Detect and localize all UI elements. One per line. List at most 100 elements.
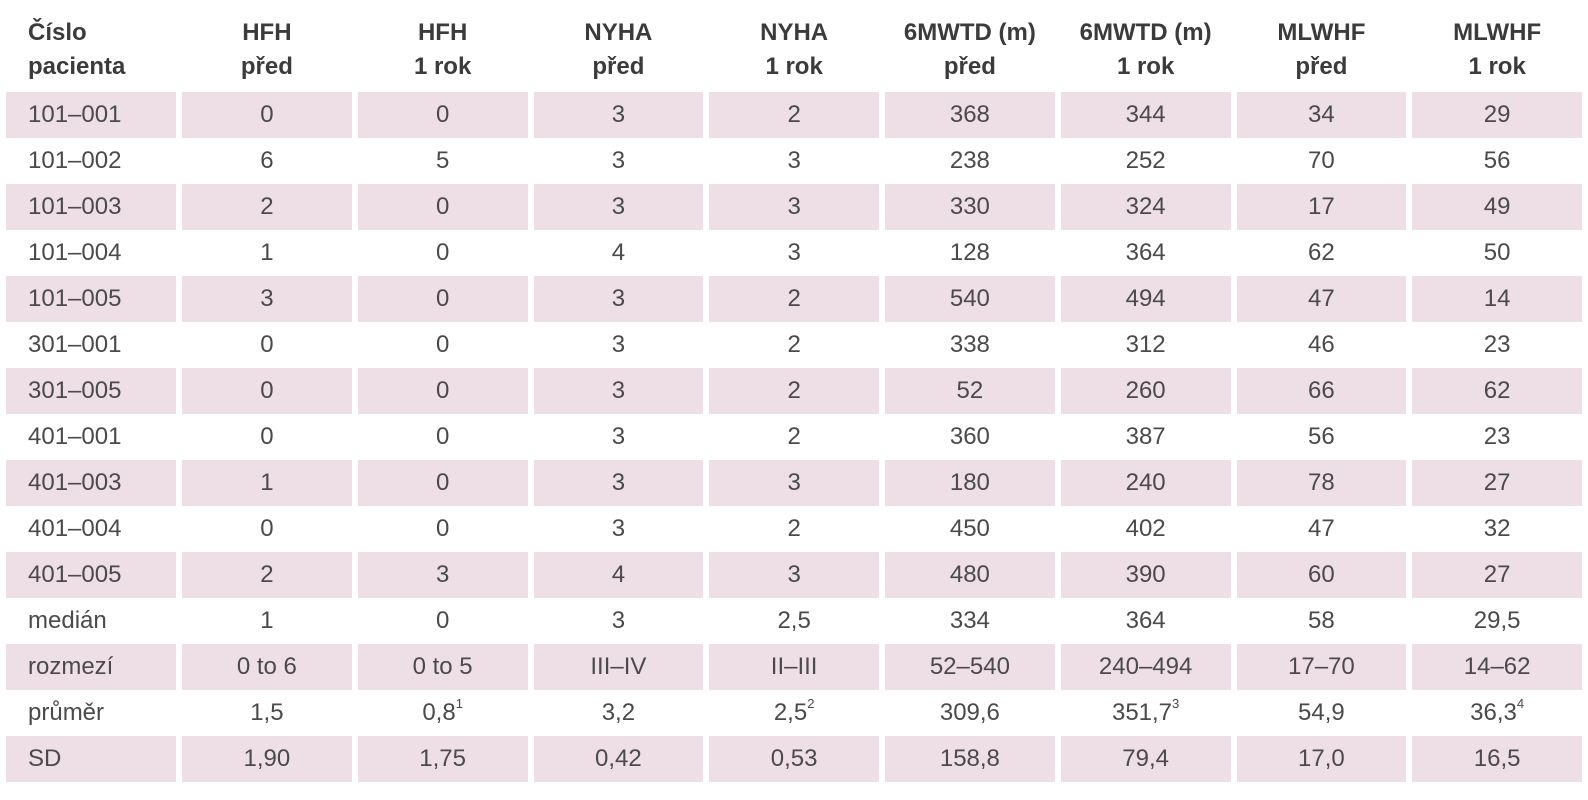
table-cell: 0 [357,230,528,276]
cell-value: 0 [435,193,450,220]
cell-value: 401–003 [28,469,122,496]
cell-value: 368 [949,101,990,128]
table-cell: III–IV [533,644,704,690]
cell-value: 450 [949,515,990,542]
table-cell: 4 [533,230,704,276]
table-cell: 70 [1236,138,1407,184]
row-label-cell: 101–005 [6,276,176,322]
table-cell: 238 [885,138,1055,184]
cell-value: průměr [28,699,105,726]
cell-value: 52–540 [929,653,1010,680]
cell-value: 62 [1308,239,1335,266]
table-cell: 3 [533,276,704,322]
table-cell: 3 [357,552,528,598]
table-cell: 1 [182,598,352,644]
row-label-cell: 401–001 [6,414,176,460]
cell-value: 0 [260,423,274,450]
table-cell: 56 [1412,138,1582,184]
header-mlwhf-before: MLWHF před [1236,0,1407,92]
table-cell: 2 [709,506,879,552]
header-line-1: 6MWTD (m) [1079,19,1212,46]
table-cell: 344 [1060,92,1231,138]
table-cell: 3,2 [533,690,704,736]
header-line-2: 1 rok [413,53,472,80]
cell-value: 351,7 [1111,699,1173,726]
table-row: 101–003 2 0 3 3 330 324 17 49 [6,184,1582,230]
table-row: rozmezí 0 to 6 0 to 5 III–IV II–III 52–540 240… [6,644,1582,690]
table-cell: 62 [1412,368,1582,414]
table-cell: 3 [533,184,704,230]
table-cell: 2 [182,552,352,598]
table-cell: 2,52 [709,690,879,736]
cell-value: 1 [260,469,274,496]
cell-value: 128 [949,239,990,266]
cell-value: rozmezí [28,653,114,680]
table-cell: 360 [885,414,1055,460]
cell-value: 0,8 [422,699,456,726]
cell-value: 3 [611,147,626,174]
cell-value: 0 [435,469,450,496]
row-label-cell: SD [6,736,176,782]
table-cell: 0 [182,506,352,552]
cell-value: medián [28,607,107,634]
cell-value: 0 [260,515,274,542]
cell-value: 1 [260,239,274,266]
table-cell: 3 [709,184,879,230]
cell-value: 3 [787,561,801,588]
table-cell: 3 [533,506,704,552]
table-row: 301–005 0 0 3 2 52 260 66 62 [6,368,1582,414]
cell-value: 2,5 [777,607,811,634]
row-label-cell: medián [6,598,176,644]
header-line-2: 1 rok [765,53,823,80]
table-row: SD 1,90 1,75 0,42 0,53 158,8 79,4 17,0 16,5 [6,736,1582,782]
cell-value: 2 [787,101,801,128]
row-label-cell: 101–002 [6,138,176,184]
cell-value: 240 [1125,469,1166,496]
table-cell: 3 [533,138,704,184]
cell-value: 3 [611,423,626,450]
cell-value: 1,5 [250,699,284,726]
row-label-cell: průměr [6,690,176,736]
cell-value: SD [28,745,62,772]
table-row: 401–005 2 3 4 3 480 390 60 27 [6,552,1582,598]
table-cell: 252 [1060,138,1231,184]
table-cell: 480 [885,552,1055,598]
table-cell: 3 [709,138,879,184]
cell-value: 79,4 [1122,745,1169,772]
table-cell: 312 [1060,322,1231,368]
table-cell: 14–62 [1412,644,1582,690]
cell-value: 14–62 [1463,653,1531,680]
cell-value: 70 [1308,147,1335,174]
table-cell: 3 [533,460,704,506]
table-cell: 3 [533,414,704,460]
cell-value: 312 [1125,331,1166,358]
cell-value: 158,8 [939,745,1000,772]
header-line-1: Číslo [28,19,87,46]
cell-value: 387 [1125,423,1166,450]
cell-value: 309,6 [939,699,1000,726]
header-6mwtd-1-year: 6MWTD (m) 1 rok [1060,0,1231,92]
table-cell: 1 [182,460,352,506]
row-label-cell: rozmezí [6,644,176,690]
table-cell: 334 [885,598,1055,644]
cell-value: 23 [1483,423,1511,450]
cell-value: 56 [1483,147,1511,174]
cell-value: 2 [260,561,274,588]
cell-value: 27 [1483,561,1511,588]
cell-value: 3 [611,377,626,404]
header-line-2: před [592,53,645,80]
header-line-2: před [240,53,293,80]
header-line-1: NYHA [584,19,653,46]
table-cell: 180 [885,460,1055,506]
cell-value: 3 [611,193,626,220]
cell-value: 0 [435,377,450,404]
cell-value: 0 [435,331,450,358]
table-cell: 50 [1412,230,1582,276]
cell-value: 330 [949,193,990,220]
cell-value: 36,3 [1470,699,1517,726]
table-cell: 1 [182,230,352,276]
table-cell: 368 [885,92,1055,138]
header-hfh-1-year: HFH 1 rok [357,0,528,92]
table-cell: 2 [709,368,879,414]
cell-value: 260 [1125,377,1166,404]
